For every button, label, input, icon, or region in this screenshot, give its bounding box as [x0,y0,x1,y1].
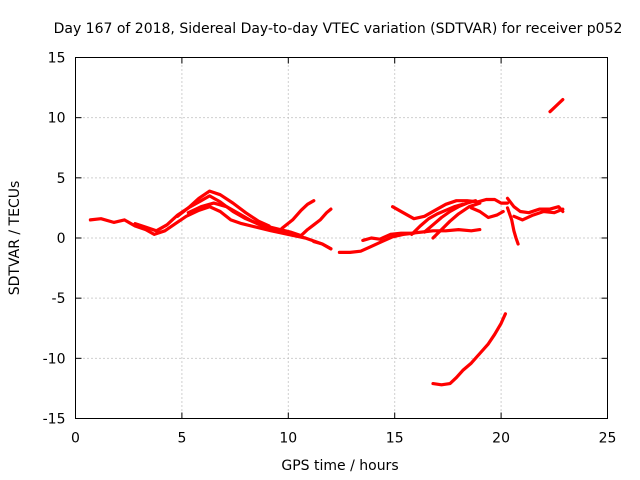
x-tick-label: 25 [599,431,617,447]
y-tick-label: 10 [48,111,66,127]
series-track-18 [431,312,507,387]
y-tick-label: 5 [57,171,66,187]
series-track-11 [410,202,465,236]
y-tick-label: -5 [52,291,66,307]
x-tick-label: 15 [386,431,404,447]
y-tick-label: 15 [48,51,66,67]
chart-title: Day 167 of 2018, Sidereal Day-to-day VTE… [54,21,623,37]
series-track-10 [391,197,510,221]
series-track-8 [337,231,416,254]
x-tick-labels: 0 5 10 15 20 25 [71,431,616,447]
series-track-19 [548,98,565,114]
series-track-3 [176,189,271,228]
series-track-17 [512,207,565,222]
series-track-1 [88,205,333,251]
x-tick-label: 10 [279,431,297,447]
series-track-16 [505,206,520,246]
series-track-5 [280,199,316,230]
series-track-6 [299,207,333,238]
y-tick-labels: -15 -10 -5 0 5 10 15 [43,51,66,428]
y-tick-label: 0 [57,231,66,247]
x-tick-label: 0 [71,431,80,447]
x-axis-title: GPS time / hours [281,458,398,474]
series-track-4 [186,201,295,235]
series-track-12 [422,199,478,234]
series-track-7 [312,240,333,251]
axis-ticks [75,57,608,419]
y-axis-title: SDTVAR / TECUs [7,181,23,296]
grid [75,57,608,419]
y-tick-label: -10 [43,351,66,367]
x-tick-label: 5 [177,431,186,447]
series-track-15 [505,196,565,215]
series-track-9 [361,228,482,242]
series-track-14 [469,206,505,220]
y-tick-label: -15 [43,412,66,428]
x-tick-label: 20 [492,431,510,447]
data-series [88,98,565,387]
series-track-13 [431,201,482,240]
